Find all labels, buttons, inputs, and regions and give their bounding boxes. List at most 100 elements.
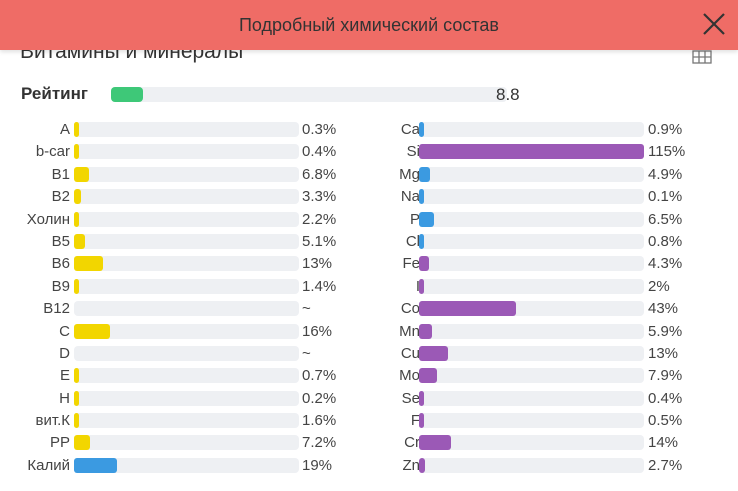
vitamin-label: H xyxy=(59,389,70,407)
vitamin-row: B6 13% xyxy=(0,253,360,275)
mineral-bar-fill xyxy=(419,323,433,339)
vitamin-label: B6 xyxy=(51,255,70,273)
mineral-bar-fill xyxy=(419,256,429,272)
vitamin-value: 1.4% xyxy=(302,277,337,295)
vitamin-bar-track xyxy=(74,390,299,406)
mineral-row: Se 0.4% xyxy=(368,388,728,410)
vitamin-value: 19% xyxy=(302,456,333,474)
mineral-row: Cr 14% xyxy=(368,432,728,454)
mineral-bar-track xyxy=(419,211,644,227)
vitamin-bar-fill xyxy=(74,211,79,227)
vitamin-label: E xyxy=(59,367,70,385)
mineral-bar-fill xyxy=(419,189,424,205)
vitamin-bar-fill xyxy=(74,166,90,182)
vitamin-value: 0.4% xyxy=(302,143,337,161)
mineral-bar-track xyxy=(419,144,644,160)
mineral-label: Cl xyxy=(405,232,420,250)
mineral-value: 7.9% xyxy=(648,367,683,385)
mineral-bar-fill xyxy=(419,368,437,384)
mineral-label: Na xyxy=(400,188,420,206)
mineral-label: F xyxy=(410,412,420,430)
mineral-label: Co xyxy=(400,300,420,318)
mineral-label: Cr xyxy=(404,434,420,452)
vitamin-value: 0.3% xyxy=(302,121,337,138)
vitamin-bar-track xyxy=(74,368,299,384)
mineral-row: Si 115% xyxy=(368,141,728,163)
vitamin-row: B9 1.4% xyxy=(0,276,360,298)
vitamin-value: ~ xyxy=(302,344,311,362)
mineral-row: F 0.5% xyxy=(368,410,728,432)
mineral-bar-track xyxy=(419,233,644,249)
mineral-row: Co 43% xyxy=(368,298,728,320)
vitamin-value: 0.2% xyxy=(302,389,337,407)
vitamin-label: Холин xyxy=(26,210,70,228)
mineral-bar-fill xyxy=(419,345,449,361)
vitamin-value: 2.2% xyxy=(302,210,337,228)
grid-icon[interactable] xyxy=(692,50,712,64)
mineral-row: Cl 0.8% xyxy=(368,231,728,253)
vitamin-row: D ~ xyxy=(0,343,360,365)
mineral-bar-track xyxy=(419,256,644,272)
vitamin-row: PP 7.2% xyxy=(0,432,360,454)
mineral-label: Mn xyxy=(399,322,420,340)
vitamin-label: A xyxy=(59,121,70,138)
vitamin-label: B9 xyxy=(51,277,70,295)
close-icon[interactable] xyxy=(700,10,728,38)
vitamin-row: вит.К 1.6% xyxy=(0,410,360,432)
mineral-bar-track xyxy=(419,301,644,317)
mineral-value: 4.3% xyxy=(648,255,683,273)
mineral-bar-track xyxy=(419,122,644,137)
mineral-label: Mo xyxy=(399,367,420,385)
vitamin-label: B1 xyxy=(51,165,70,183)
mineral-value: 4.9% xyxy=(648,165,683,183)
vitamin-bar-track xyxy=(74,144,299,160)
mineral-value: 2.7% xyxy=(648,456,683,474)
vitamin-row: b-car 0.4% xyxy=(0,141,360,163)
mineral-label: Se xyxy=(401,389,420,407)
vitamin-bar-track xyxy=(74,278,299,294)
vitamin-bar-fill xyxy=(74,390,79,406)
mineral-label: Cu xyxy=(400,344,420,362)
mineral-row: I 2% xyxy=(368,276,728,298)
vitamin-bar-track xyxy=(74,256,299,272)
mineral-bar-track xyxy=(419,166,644,182)
mineral-value: 0.8% xyxy=(648,232,683,250)
vitamin-bar-track xyxy=(74,233,299,249)
mineral-bar-fill xyxy=(419,435,451,451)
mineral-value: 43% xyxy=(648,300,679,318)
vitamin-value: 3.3% xyxy=(302,188,337,206)
vitamin-bar-track xyxy=(74,457,299,473)
vitamin-bar-track xyxy=(74,301,299,317)
mineral-label: Ca xyxy=(400,121,420,138)
mineral-value: 115% xyxy=(648,143,686,161)
vitamin-row: B2 3.3% xyxy=(0,186,360,208)
vitamin-bar-fill xyxy=(74,323,110,339)
vitamin-row: B12 ~ xyxy=(0,298,360,320)
vitamin-bar-fill xyxy=(74,256,104,272)
vitamin-bar-track xyxy=(74,122,299,137)
vitamin-bar-track xyxy=(74,211,299,227)
vitamin-label: PP xyxy=(49,434,70,452)
mineral-row: Mg 4.9% xyxy=(368,164,728,186)
vitamin-value: 0.7% xyxy=(302,367,337,385)
mineral-label: I xyxy=(415,277,420,295)
vitamin-bar-fill xyxy=(74,457,117,473)
mineral-label: P xyxy=(409,210,420,228)
vitamin-row: A 0.3% xyxy=(0,119,360,141)
vitamin-value: 5.1% xyxy=(302,232,337,250)
mineral-row: Mo 7.9% xyxy=(368,365,728,387)
vitamin-label: Калий xyxy=(27,456,70,474)
mineral-bar-fill xyxy=(419,166,431,182)
vitamin-label: b-car xyxy=(35,143,70,161)
vitamin-label: B12 xyxy=(43,300,70,318)
vitamin-value: 7.2% xyxy=(302,434,337,452)
mineral-bar-track xyxy=(419,278,644,294)
mineral-row: Mn 5.9% xyxy=(368,321,728,343)
mineral-value: 0.9% xyxy=(648,121,683,138)
vitamin-bar-track xyxy=(74,323,299,339)
vitamins-list: A 0.3% b-car 0.4% B1 6.8% B2 3.3% Холин 2.2% B5 5.1… xyxy=(0,119,360,477)
vitamin-bar-track xyxy=(74,189,299,205)
vitamin-row: B5 5.1% xyxy=(0,231,360,253)
vitamin-bar-fill xyxy=(74,278,79,294)
mineral-value: 0.1% xyxy=(648,188,683,206)
